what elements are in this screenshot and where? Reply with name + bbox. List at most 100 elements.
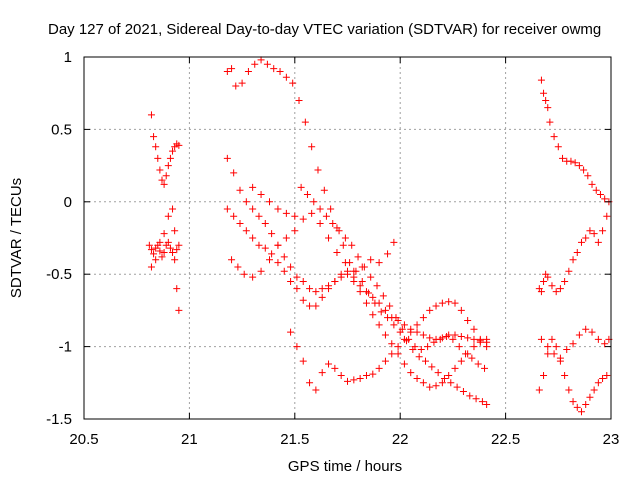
data-point <box>561 372 569 380</box>
data-point <box>426 306 434 314</box>
data-point <box>244 67 252 75</box>
data-point <box>411 343 419 351</box>
data-point <box>303 191 311 199</box>
data-point <box>154 154 162 162</box>
data-point <box>451 364 459 372</box>
data-point <box>447 379 455 387</box>
data-point <box>540 89 548 97</box>
data-point <box>255 212 263 220</box>
data-point <box>291 212 299 220</box>
data-point <box>150 133 158 141</box>
data-point <box>544 273 552 281</box>
x-axis-title: GPS time / hours <box>288 458 402 475</box>
data-point <box>550 133 558 141</box>
data-point <box>173 246 181 254</box>
data-point <box>548 335 556 343</box>
data-point <box>312 302 320 310</box>
series-track-c <box>147 205 183 314</box>
data-point <box>470 343 478 351</box>
plot-frame <box>83 56 612 420</box>
data-point <box>421 357 429 365</box>
data-point <box>318 285 326 293</box>
data-point <box>166 154 174 162</box>
data-point <box>384 250 392 258</box>
data-point <box>466 392 474 400</box>
data-point <box>405 335 413 343</box>
data-point <box>451 331 459 339</box>
data-point <box>348 241 356 249</box>
data-point <box>386 302 394 310</box>
data-point <box>251 60 259 68</box>
data-point <box>360 263 368 271</box>
data-point <box>223 67 231 75</box>
data-point <box>468 354 476 362</box>
data-point <box>407 369 415 377</box>
y-tick-label: 0.5 <box>51 121 72 138</box>
data-point <box>268 230 276 238</box>
data-point <box>432 382 440 390</box>
series-track-h <box>287 298 491 394</box>
data-point <box>147 246 155 254</box>
data-point <box>232 82 240 90</box>
data-point <box>451 299 459 307</box>
data-point <box>147 263 155 271</box>
data-points <box>145 56 613 416</box>
data-point <box>367 273 375 281</box>
data-point <box>152 143 160 151</box>
data-point <box>339 241 347 249</box>
data-point <box>293 273 301 281</box>
data-point <box>230 212 238 220</box>
data-point <box>327 205 335 213</box>
data-point <box>413 374 421 382</box>
data-point <box>249 273 257 281</box>
data-point <box>306 302 314 310</box>
data-point <box>603 212 611 220</box>
data-point <box>354 253 362 261</box>
data-point <box>537 288 545 296</box>
data-point <box>546 118 554 126</box>
data-point <box>152 256 160 264</box>
data-point <box>481 364 489 372</box>
x-tick-label: 22 <box>392 431 409 448</box>
data-point <box>419 314 427 322</box>
data-point <box>586 227 594 235</box>
series-track-j <box>537 76 613 206</box>
series-track-f <box>223 205 491 346</box>
axis-ticks <box>83 56 612 420</box>
chart-title: Day 127 of 2021, Sidereal Day-to-day VTE… <box>48 21 601 38</box>
data-point <box>299 296 307 304</box>
data-point <box>375 321 383 329</box>
series-track-g <box>228 209 398 281</box>
data-point <box>445 298 453 306</box>
data-point <box>590 230 598 238</box>
data-point <box>331 364 339 372</box>
data-point <box>299 277 307 285</box>
data-point <box>322 212 330 220</box>
data-point <box>419 379 427 387</box>
data-point <box>282 209 290 217</box>
data-point <box>169 147 177 155</box>
data-point <box>432 302 440 310</box>
data-point <box>337 372 345 380</box>
data-point <box>228 256 236 264</box>
data-point <box>333 248 341 256</box>
data-point <box>350 376 358 384</box>
data-point <box>388 340 396 348</box>
data-point <box>438 379 446 387</box>
data-point <box>472 395 480 403</box>
data-point <box>158 253 166 261</box>
data-point <box>599 227 607 235</box>
x-tick-label: 20.5 <box>69 431 98 448</box>
x-tick-label: 23 <box>603 431 620 448</box>
data-point <box>584 172 592 180</box>
data-point <box>308 143 316 151</box>
data-point <box>554 143 562 151</box>
data-point <box>160 180 168 188</box>
data-point <box>398 325 406 333</box>
data-point <box>287 263 295 271</box>
data-point <box>306 285 314 293</box>
data-point <box>453 383 461 391</box>
data-point <box>287 328 295 336</box>
data-point <box>426 334 434 342</box>
